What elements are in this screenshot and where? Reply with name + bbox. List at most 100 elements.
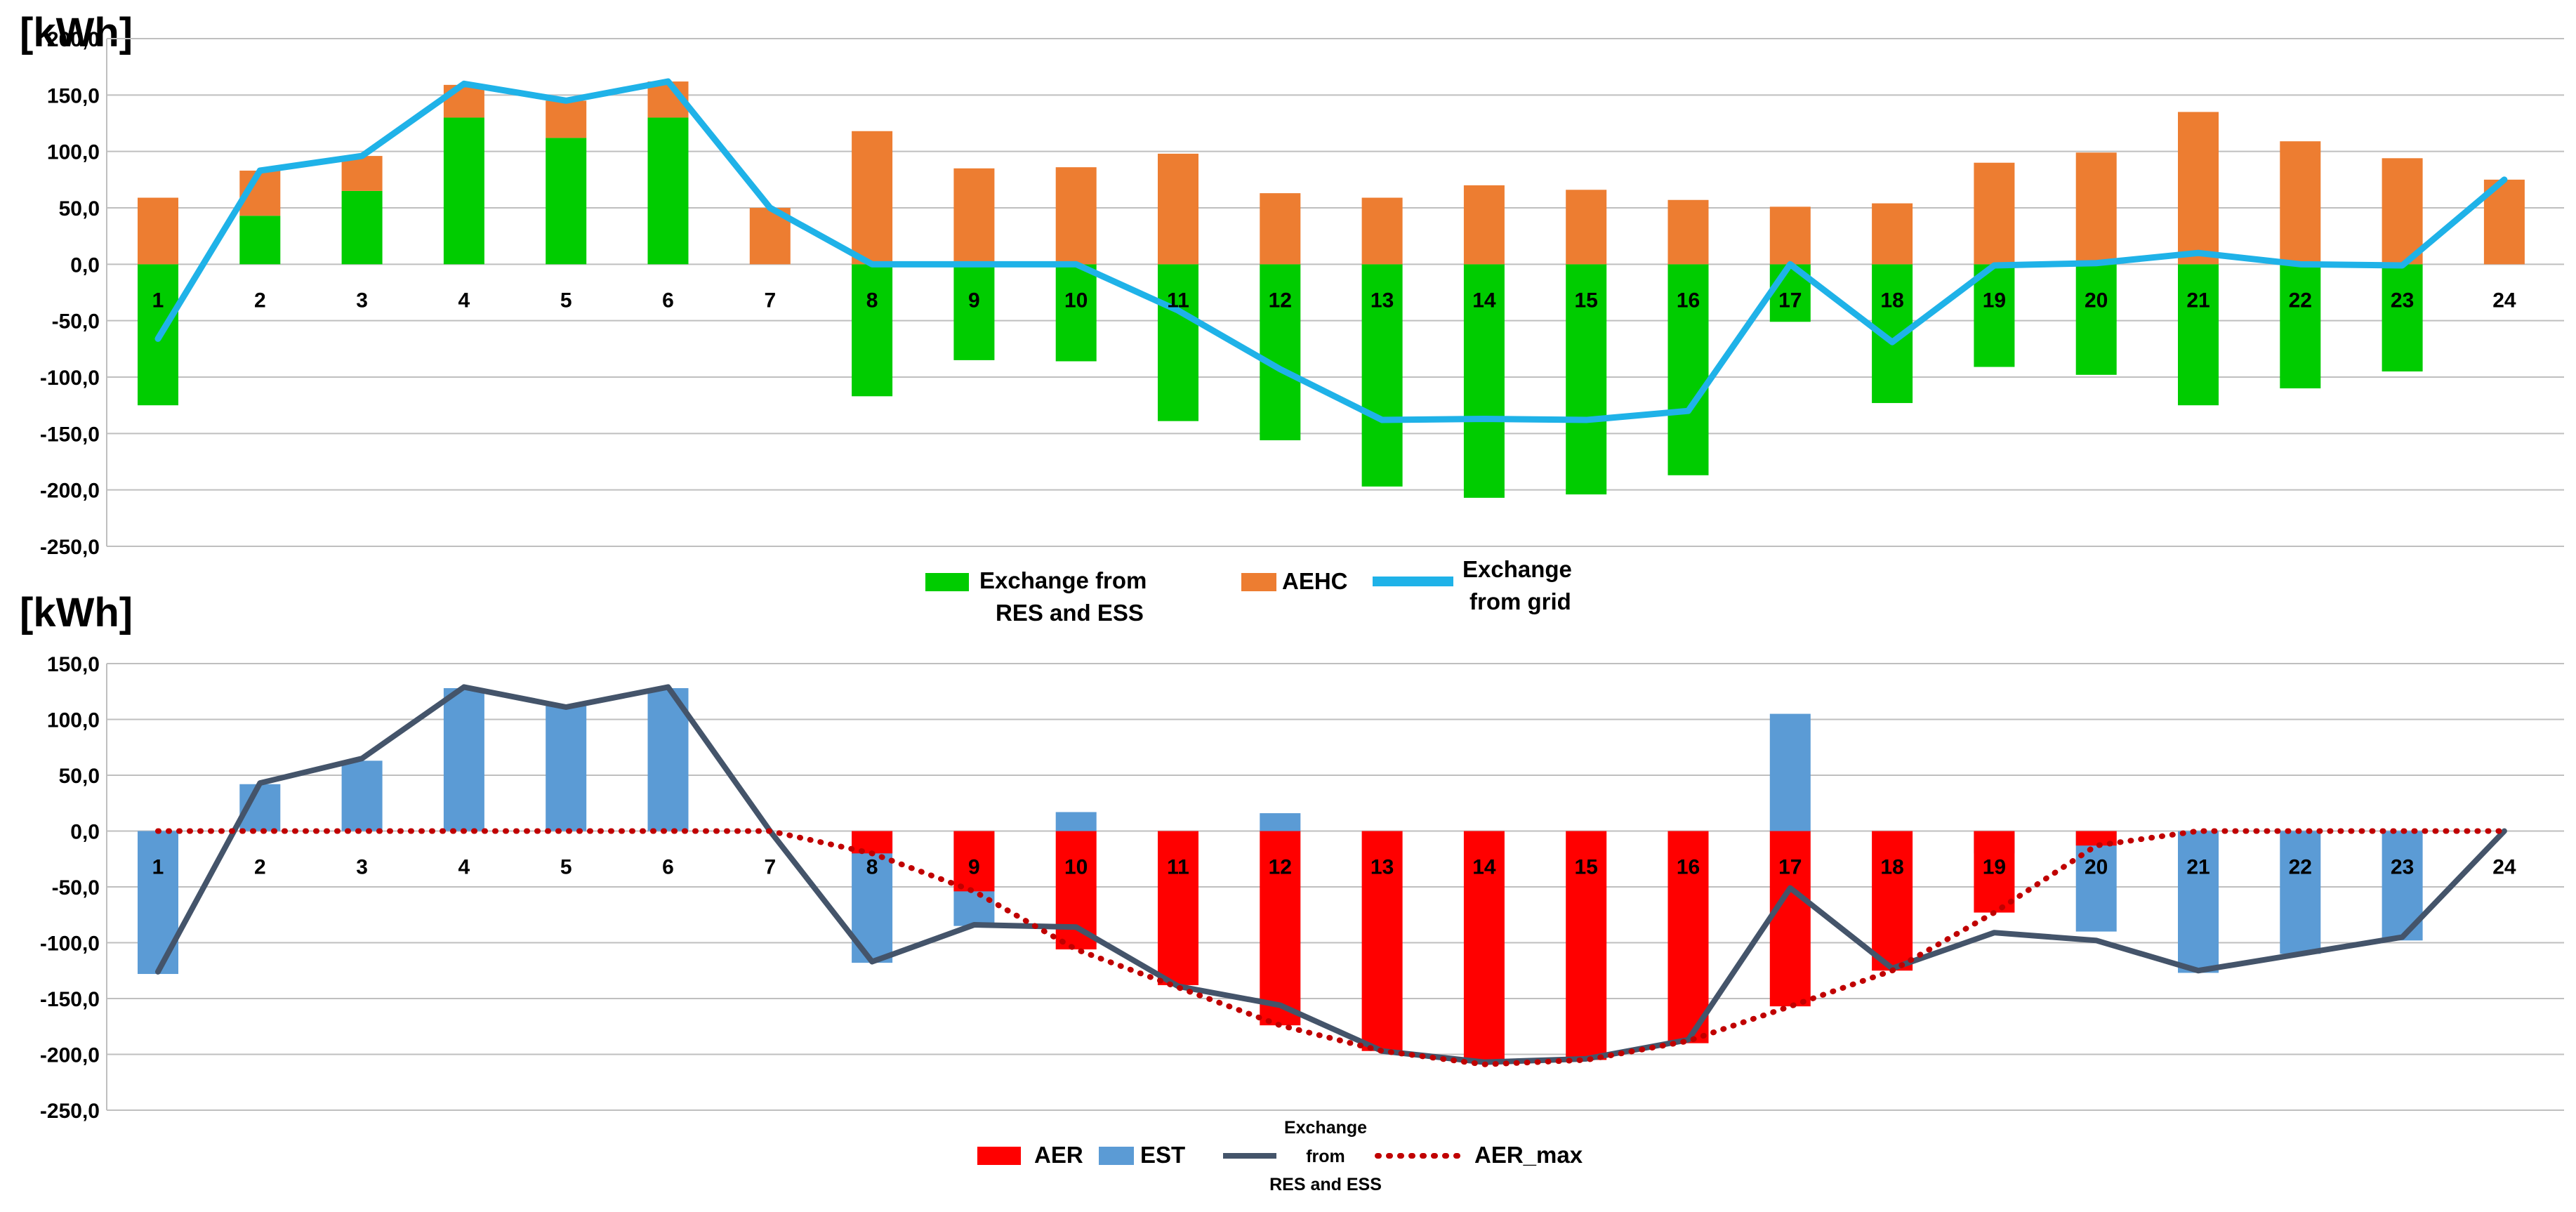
chart1-bar-res-ess bbox=[443, 117, 484, 265]
chart2-y-tick-label: -200,0 bbox=[40, 1044, 100, 1067]
chart1-legend-swatch-aehc bbox=[1241, 573, 1276, 591]
chart2-legend-label-aer-max: AER_max bbox=[1474, 1142, 1583, 1168]
chart1-bar-aehc bbox=[138, 197, 178, 265]
chart1-x-tick-label: 22 bbox=[2289, 289, 2312, 312]
chart1-x-tick-label: 4 bbox=[458, 289, 470, 312]
chart1-bar-aehc bbox=[546, 100, 587, 138]
chart2-x-tick-label: 24 bbox=[2492, 856, 2516, 879]
chart2-x-ticks: 1 2 3 4 5 6 7 8 9 10 11 12 13 14 15 16 17 18 19 20 21 22 23 24 bbox=[152, 856, 2516, 879]
chart1-legend-label-res-ess-line1: Exchange from bbox=[979, 567, 1147, 593]
chart1-x-tick-label: 6 bbox=[662, 289, 674, 312]
chart2-bar-est bbox=[1260, 813, 1301, 831]
chart1-bar-aehc bbox=[341, 156, 383, 191]
chart2-x-tick-label: 12 bbox=[1269, 856, 1292, 879]
chart2-bar-aer bbox=[1974, 831, 2015, 913]
chart1-bar-aehc bbox=[1260, 193, 1301, 265]
chart1-bar-aehc bbox=[1566, 190, 1607, 265]
chart2-bar-est bbox=[2075, 831, 2117, 932]
chart2-y-tick-label: 0,0 bbox=[70, 821, 100, 844]
chart2-y-tick-label: 50,0 bbox=[59, 765, 100, 788]
chart1-x-tick-label: 13 bbox=[1370, 289, 1394, 312]
chart2-bar-aer bbox=[953, 831, 995, 892]
chart1-x-tick-label: 16 bbox=[1677, 289, 1700, 312]
chart2-x-tick-label: 11 bbox=[1167, 856, 1189, 879]
chart2-bar-est bbox=[1055, 812, 1097, 831]
chart1-bar-res-ess bbox=[341, 190, 383, 265]
chart1-x-ticks: 1 2 3 4 5 6 7 8 9 10 11 12 13 14 15 16 17 18 19 20 21 22 23 24 bbox=[152, 289, 2516, 312]
chart1-bar-res-ess bbox=[1158, 264, 1198, 421]
chart1-legend: Exchange from RES and ESS AEHC Exchange … bbox=[925, 556, 1572, 626]
chart2-bar-aer bbox=[2075, 831, 2117, 846]
chart1-bar-res-ess bbox=[647, 117, 689, 265]
chart2-bar-est bbox=[2178, 831, 2219, 973]
chart1-y-tick-label: 50,0 bbox=[59, 197, 100, 220]
chart1-x-tick-label: 1 bbox=[152, 289, 164, 312]
chart2-bar-aer bbox=[1260, 831, 1301, 1026]
chart1-bar-aehc bbox=[2075, 152, 2117, 265]
chart1-y-ticks: 200,0 150,0 100,0 50,0 0,0 -50,0 -100,0 -150,0 -… bbox=[40, 28, 100, 559]
chart1-unit-label: [kWh] bbox=[20, 10, 133, 55]
chart1-x-tick-label: 8 bbox=[866, 289, 878, 312]
chart1-x-tick-label: 5 bbox=[560, 289, 572, 312]
chart1-bar-aehc bbox=[1769, 206, 1811, 265]
chart2-gridlines bbox=[106, 663, 2564, 1111]
chart1-bar-aehc bbox=[443, 84, 484, 118]
chart2-x-tick-label: 10 bbox=[1064, 856, 1088, 879]
chart1-x-tick-label: 12 bbox=[1269, 289, 1292, 312]
chart2-bar-aer bbox=[1667, 831, 1709, 1043]
chart2-y-tick-label: -100,0 bbox=[40, 933, 100, 956]
chart2-x-tick-label: 5 bbox=[560, 856, 572, 879]
chart1-bar-res-ess bbox=[1260, 264, 1301, 440]
chart1-bar-aehc bbox=[852, 131, 893, 265]
chart2-x-tick-label: 17 bbox=[1778, 856, 1802, 879]
chart1-bar-aehc bbox=[2178, 112, 2219, 265]
chart1-legend-label-res-ess-line2: RES and ESS bbox=[996, 600, 1144, 626]
chart1-bar-res-ess bbox=[2382, 264, 2423, 371]
chart1-y-tick-label: 150,0 bbox=[47, 84, 100, 107]
chart2-x-tick-label: 19 bbox=[1983, 856, 2006, 879]
chart1-y-tick-label: -100,0 bbox=[40, 367, 100, 390]
chart2-x-tick-label: 18 bbox=[1880, 856, 1903, 879]
chart1-bar-res-ess bbox=[1463, 264, 1505, 498]
chart2-legend-label-aer: AER bbox=[1034, 1142, 1083, 1168]
chart2-bar-aer bbox=[1158, 831, 1198, 985]
chart2-x-tick-label: 9 bbox=[968, 856, 980, 879]
chart1-x-tick-label: 11 bbox=[1167, 289, 1189, 312]
chart2-x-tick-label: 2 bbox=[254, 856, 266, 879]
chart2-x-tick-label: 1 bbox=[152, 856, 164, 879]
chart2-x-tick-label: 13 bbox=[1370, 856, 1394, 879]
chart1-bar-aehc bbox=[2280, 141, 2321, 265]
chart2-x-tick-label: 7 bbox=[764, 856, 776, 879]
chart1-bar-res-ess bbox=[1974, 264, 2015, 367]
chart2-bar-est bbox=[138, 831, 178, 975]
chart2-bar-est bbox=[443, 687, 484, 831]
chart2-x-tick-label: 14 bbox=[1472, 856, 1496, 879]
chart1-bar-res-ess bbox=[953, 264, 995, 360]
chart2-legend-label-res-ess-line1: Exchange bbox=[1284, 1118, 1367, 1138]
chart2-legend: AER EST Exchange from RES and ESS AER_ma… bbox=[977, 1118, 1583, 1194]
chart1-bar-aehc bbox=[1361, 197, 1403, 265]
chart2-line-exchange-from-res-ess bbox=[155, 684, 2507, 1065]
chart1-x-tick-label: 20 bbox=[2085, 289, 2108, 312]
chart2-x-tick-label: 21 bbox=[2186, 856, 2210, 879]
chart1-bar-aehc bbox=[2382, 158, 2423, 265]
chart1-y-tick-label: -250,0 bbox=[40, 536, 100, 559]
chart1-bar-res-ess bbox=[2178, 264, 2219, 406]
chart2-y-ticks: 150,0 100,0 50,0 0,0 -50,0 -100,0 -150,0 -200,0… bbox=[40, 653, 100, 1123]
chart2-bar-aer bbox=[1566, 831, 1607, 1060]
chart1-gridlines bbox=[106, 38, 2564, 547]
chart2-bar-aer bbox=[1872, 831, 1913, 971]
chart2-y-tick-label: 100,0 bbox=[47, 709, 100, 732]
chart2-legend-label-res-ess-line3: RES and ESS bbox=[1269, 1175, 1382, 1194]
chart1-bar-res-ess bbox=[1055, 264, 1097, 362]
chart2-unit-label: [kWh] bbox=[20, 590, 133, 635]
chart2-x-tick-label: 22 bbox=[2289, 856, 2312, 879]
chart1-bar-res-ess bbox=[546, 138, 587, 265]
chart1-bar-res-ess bbox=[239, 216, 281, 265]
chart2-x-tick-label: 16 bbox=[1677, 856, 1700, 879]
chart1-x-tick-label: 17 bbox=[1778, 289, 1802, 312]
chart1-legend-label-grid-line1: Exchange bbox=[1462, 556, 1572, 582]
chart1-x-tick-label: 21 bbox=[2186, 289, 2210, 312]
